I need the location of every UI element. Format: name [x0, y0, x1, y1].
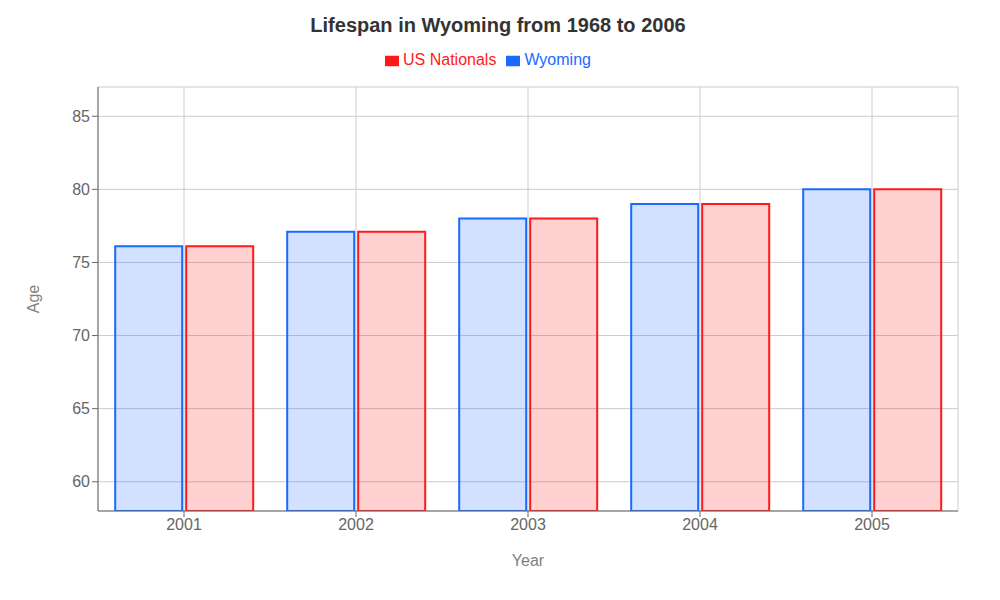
svg-text:2002: 2002	[338, 516, 374, 533]
svg-text:Age: Age	[25, 285, 42, 314]
svg-text:75: 75	[72, 254, 90, 271]
svg-text:60: 60	[72, 473, 90, 490]
svg-text:80: 80	[72, 181, 90, 198]
svg-text:2005: 2005	[854, 516, 890, 533]
svg-text:70: 70	[72, 327, 90, 344]
html-text:US Nationals: US Nationals	[403, 51, 497, 68]
svg-text:Year: Year	[512, 552, 545, 569]
svg-text:2003: 2003	[510, 516, 546, 533]
svg-text:2001: 2001	[166, 516, 202, 533]
svg-text:85: 85	[72, 108, 90, 125]
svg-text:2004: 2004	[682, 516, 718, 533]
html-text:Wyoming: Wyoming	[524, 51, 591, 68]
html-text:Lifespan in Wyoming from 1968: Lifespan in Wyoming from 1968 to 2006	[310, 14, 686, 36]
svg-text:65: 65	[72, 400, 90, 417]
